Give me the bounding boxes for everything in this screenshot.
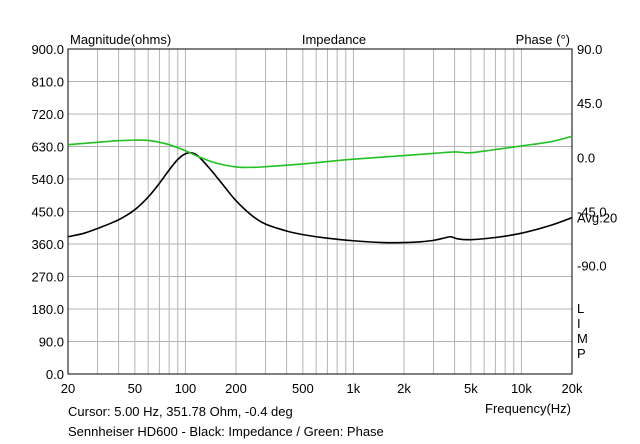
y-left-tick-label: 900.0 — [31, 42, 64, 57]
y-left-tick-label: 0.0 — [46, 367, 64, 382]
y-left-tick-label: 360.0 — [31, 237, 64, 252]
x-tick-label: 5k — [464, 381, 478, 396]
plot-frame — [67, 48, 573, 375]
y-right-tick-label: 90.0 — [577, 42, 602, 57]
chart-title: Impedance — [302, 32, 366, 47]
impedance-series-line — [67, 151, 573, 244]
y-left-tick-label: 630.0 — [31, 140, 64, 155]
limp-letter: I — [577, 316, 581, 331]
y-right-tick-label: 0.0 — [577, 150, 595, 165]
y-left-tick-label: 270.0 — [31, 270, 64, 285]
y-left-tick-label: 810.0 — [31, 75, 64, 90]
x-tick-label: 1k — [347, 381, 361, 396]
y-right-tick-label: 45.0 — [577, 96, 602, 111]
y-left-tick-label: 450.0 — [31, 205, 64, 220]
limp-letter: M — [577, 331, 588, 346]
y-right-tick-label: -45.0 — [577, 205, 607, 220]
y-left-tick-label: 540.0 — [31, 172, 64, 187]
x-tick-label: 10k — [511, 381, 532, 396]
avg-label: Avg:20 — [577, 211, 617, 226]
y-right-tick-label: -90.0 — [577, 259, 607, 274]
legend-caption: Sennheiser HD600 - Black: Impedance / Gr… — [68, 424, 384, 439]
phase-series-line — [67, 135, 573, 169]
x-tick-label: 100 — [175, 381, 197, 396]
axis-labels: 20 50 100 200 500 1k 2k 5k 10k 20k 0.0 90.0 180.0 270… — [31, 32, 617, 416]
x-tick-label: 50 — [128, 381, 142, 396]
x-tick-label: 500 — [292, 381, 314, 396]
x-tick-label: 20 — [61, 381, 75, 396]
x-tick-label: 20k — [562, 381, 583, 396]
y-left-tick-label: 90.0 — [39, 335, 64, 350]
x-tick-label: 2k — [397, 381, 411, 396]
y-left-axis-label: Magnitude(ohms) — [70, 32, 171, 47]
limp-letter: P — [577, 346, 586, 361]
y-left-tick-label: 180.0 — [31, 302, 64, 317]
x-tick-label: 200 — [225, 381, 247, 396]
limp-letter: L — [577, 301, 584, 316]
grid — [67, 48, 573, 375]
y-left-tick-label: 720.0 — [31, 107, 64, 122]
series-lines — [67, 135, 573, 244]
y-right-axis-label: Phase (°) — [516, 32, 570, 47]
x-axis-label: Frequency(Hz) — [485, 401, 571, 416]
cursor-readout: Cursor: 5.00 Hz, 351.78 Ohm, -0.4 deg — [68, 404, 293, 419]
